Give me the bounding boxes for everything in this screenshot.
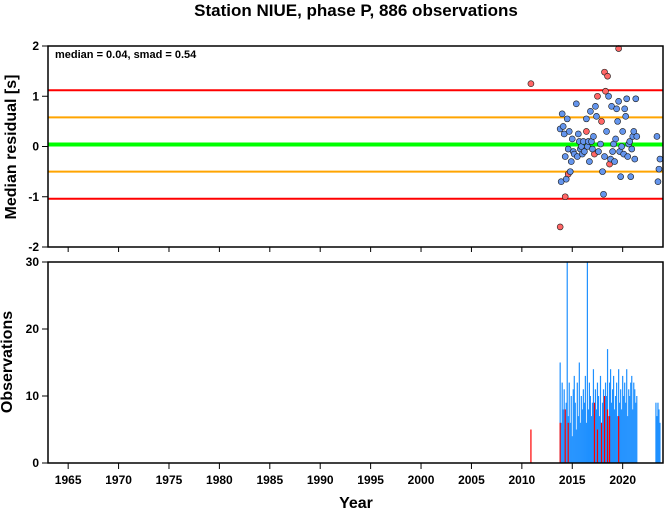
residual-point (622, 113, 629, 120)
residual-point (594, 92, 601, 100)
residual-point (627, 173, 635, 180)
residual-point (592, 103, 599, 110)
residual-point (587, 108, 594, 115)
residual-point (563, 115, 571, 123)
y-tick-label: -1 (28, 190, 39, 204)
residual-y-ticks: 2 1 0 -1 -2 (28, 39, 48, 254)
y-tick-label: 20 (26, 322, 40, 336)
residual-point (567, 158, 575, 165)
x-tick-label: 2005 (458, 473, 485, 487)
residual-panel: 2 1 0 -1 -2 median = 0.04, smad = 0.54 Media… (3, 39, 664, 254)
residual-y-axis-title: Median residual [s] (3, 75, 20, 220)
residual-point (583, 115, 590, 123)
residual-point (611, 158, 618, 165)
y-tick-label: 0 (32, 140, 39, 154)
observations-y-axis-title: Observations (0, 311, 16, 413)
observation-bars (530, 262, 661, 463)
observations-plot-frame (47, 261, 664, 464)
residual-point (583, 128, 590, 135)
residual-point (572, 100, 580, 108)
residual-point (602, 87, 609, 95)
y-tick-label: 0 (32, 456, 39, 470)
residual-point (631, 155, 639, 163)
x-tick-label: 1985 (256, 473, 283, 487)
stats-annotation: median = 0.04, smad = 0.54 (55, 49, 197, 61)
residual-point (527, 80, 535, 87)
observations-x-ticks: 1965 1970 1975 1980 1985 1990 1995 2000 2005 2010… (55, 463, 636, 487)
x-tick-label: 1980 (206, 473, 233, 487)
residual-point (597, 140, 604, 148)
residual-point (598, 118, 605, 125)
residual-point (632, 95, 640, 103)
residual-point (619, 128, 626, 135)
y-tick-label: 10 (26, 389, 40, 403)
residual-point (618, 143, 625, 150)
residual-point (621, 105, 628, 113)
x-tick-label: 2015 (559, 473, 586, 487)
residual-point (626, 138, 634, 145)
residual-point (558, 110, 566, 118)
residual-point (600, 190, 607, 198)
residual-point (603, 128, 610, 135)
x-tick-label: 1995 (357, 473, 384, 487)
residual-point (656, 155, 664, 163)
residual-point (589, 145, 596, 153)
residual-point (615, 97, 622, 105)
residual-point (595, 148, 602, 155)
residual-point (586, 158, 593, 165)
residual-point (568, 135, 576, 143)
residual-point (565, 128, 573, 135)
residual-point (561, 153, 569, 160)
residual-point (590, 133, 597, 140)
y-tick-label: 2 (32, 39, 39, 53)
residual-point (655, 165, 663, 173)
residual-point (630, 128, 638, 135)
residual-point (654, 178, 662, 185)
residual-point (612, 135, 619, 143)
residual-point (556, 223, 564, 231)
residual-points (527, 45, 664, 231)
x-tick-label: 2000 (408, 473, 435, 487)
residual-point (599, 168, 606, 175)
residual-point (623, 95, 631, 103)
y-tick-label: 30 (26, 255, 40, 269)
x-tick-label: 1965 (55, 473, 82, 487)
residual-point (593, 113, 600, 120)
residual-plot-frame (47, 45, 664, 248)
residual-point (653, 133, 661, 140)
reference-lines (48, 89, 663, 200)
observations-y-ticks: 30 20 10 0 (26, 255, 48, 470)
x-tick-label: 1990 (307, 473, 334, 487)
x-tick-label: 1970 (105, 473, 132, 487)
residual-point (575, 130, 582, 138)
residual-point (562, 175, 570, 183)
y-tick-label: -2 (28, 240, 39, 254)
residual-point (614, 118, 621, 125)
residual-point (581, 148, 588, 155)
chart-title: Station NIUE, phase P, 886 observations (194, 1, 518, 20)
y-tick-label: 1 (32, 89, 39, 103)
x-tick-label: 2010 (509, 473, 536, 487)
x-axis-title: Year (339, 495, 373, 511)
residual-point (628, 145, 636, 153)
residual-point (559, 123, 567, 130)
residual-point (617, 173, 624, 180)
residual-point (613, 105, 620, 113)
residual-point (561, 193, 569, 201)
residual-point (609, 148, 616, 155)
x-tick-label: 2020 (609, 473, 636, 487)
residual-point (624, 153, 632, 160)
residual-point (604, 72, 611, 80)
residual-x-ticks (67, 247, 624, 252)
residual-point (566, 168, 574, 175)
residual-point (601, 153, 608, 160)
residual-point (633, 133, 641, 140)
residual-point (605, 92, 612, 100)
x-tick-label: 1975 (156, 473, 183, 487)
